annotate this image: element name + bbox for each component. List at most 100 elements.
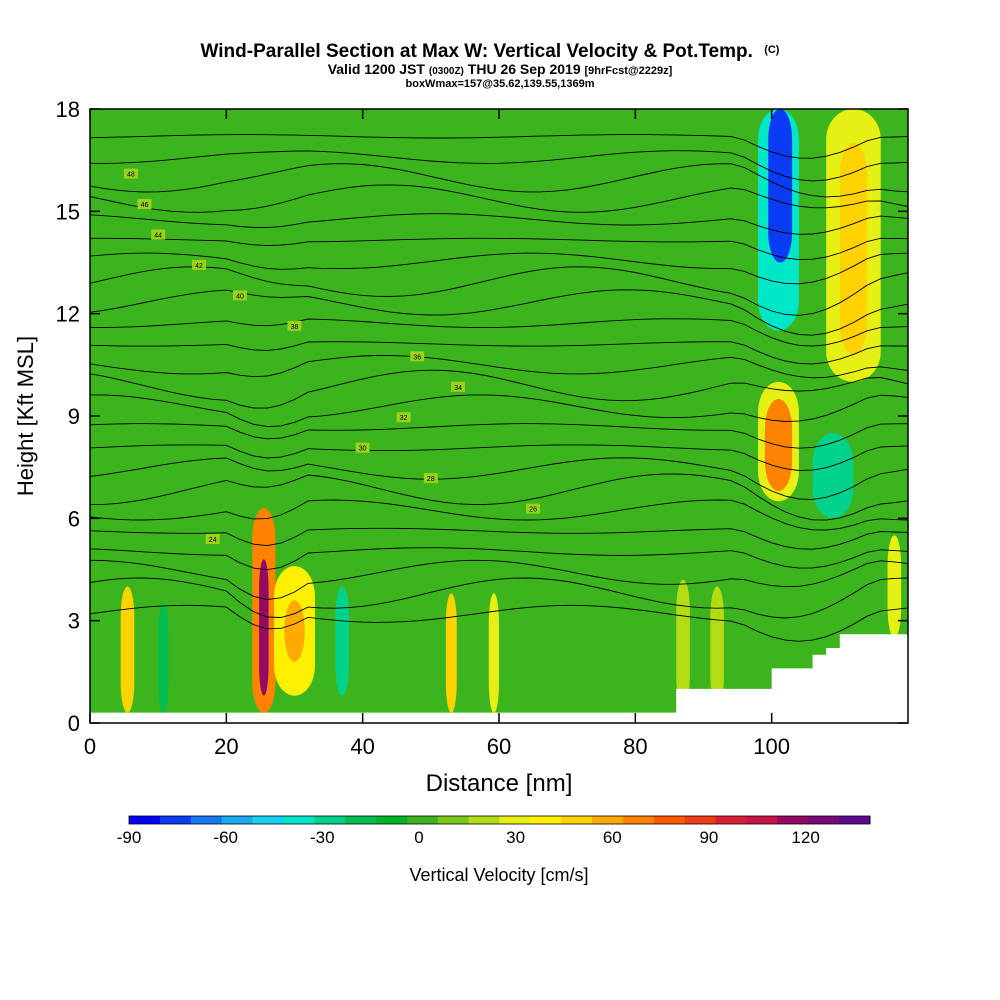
y-tick-label: 0 — [68, 711, 80, 736]
x-tick-label: 60 — [487, 734, 511, 759]
x-tick-label: 100 — [753, 734, 790, 759]
svg-text:34: 34 — [454, 385, 462, 392]
colorbar-swatch — [159, 816, 192, 824]
velocity-cell — [887, 535, 902, 638]
theta-contour — [90, 237, 908, 261]
y-tick-label: 12 — [56, 302, 80, 327]
y-tick-label: 6 — [68, 506, 80, 531]
colorbar-tick-label: 60 — [603, 828, 622, 847]
colorbar-swatch — [129, 816, 161, 824]
svg-text:42: 42 — [195, 263, 203, 270]
colorbar-swatch — [839, 816, 871, 824]
velocity-field — [90, 109, 908, 713]
theta-contour — [90, 499, 908, 531]
x-tick-label: 0 — [84, 734, 96, 759]
colorbar-tick-label: 90 — [699, 828, 718, 847]
theta-contour-label: 26 — [526, 503, 541, 514]
svg-text:40: 40 — [236, 293, 244, 300]
theta-contour-label: 32 — [396, 412, 411, 423]
terrain-area — [635, 634, 908, 723]
theta-contour-label: 38 — [287, 320, 302, 331]
colorbar-frame — [128, 815, 871, 825]
colorbar-swatch — [592, 816, 624, 824]
chart-title: Wind-Parallel Section at Max W: Vertical… — [201, 41, 780, 62]
theta-contour — [90, 473, 908, 521]
theta-contour-label: 46 — [137, 199, 152, 210]
title-group: Wind-Parallel Section at Max W: Vertical… — [201, 41, 780, 90]
svg-text:28: 28 — [427, 476, 435, 483]
theta-contour — [90, 444, 908, 471]
chart-subtitle-2: boxWmax=157@35.62,139.55,1369m — [406, 78, 595, 90]
colorbar-swatch — [808, 816, 840, 824]
theta-contour — [90, 163, 908, 198]
colorbar-swatch — [530, 816, 562, 824]
theta-contour-label: 28 — [423, 473, 438, 484]
chart-subtitle: Valid 1200 JST (0300Z) THU 26 Sep 2019 [… — [328, 61, 673, 77]
theta-contour — [90, 547, 908, 571]
theta-contour-label: 34 — [451, 381, 466, 392]
colorbar-swatch — [376, 816, 408, 824]
svg-text:38: 38 — [291, 324, 299, 331]
colorbar-label: Vertical Velocity [cm/s] — [409, 865, 588, 885]
theta-contour — [90, 423, 908, 449]
x-axis: 0 20 40 60 80 100 — [84, 109, 790, 759]
theta-contour-label: 30 — [355, 442, 370, 453]
theta-contour-label: 40 — [232, 290, 247, 301]
colorbar-swatch — [684, 816, 717, 824]
colorbar-swatch — [437, 816, 470, 824]
subtitle-valid: Valid 1200 JST — [328, 61, 429, 77]
velocity-cell — [812, 433, 854, 519]
y-tick-label: 3 — [68, 609, 80, 634]
velocity-cell — [120, 586, 135, 713]
plot-area: 24 26 28 30 32 34 36 38 40 42 44 46 48 — [90, 109, 908, 723]
theta-contour — [90, 252, 908, 285]
theta-contour — [90, 341, 908, 365]
theta-contour — [90, 369, 908, 409]
colorbar-swatch — [777, 816, 809, 824]
colorbar-swatch — [283, 816, 315, 824]
x-tick-label: 20 — [214, 734, 238, 759]
colorbar-swatch — [653, 816, 686, 824]
y-tick-label: 9 — [68, 404, 80, 429]
colorbar-swatch — [746, 816, 778, 824]
colorbar-swatch — [190, 816, 223, 824]
y-tick-label: 18 — [56, 97, 80, 122]
theta-contour — [90, 134, 908, 159]
colorbar-swatch — [345, 816, 377, 824]
svg-text:46: 46 — [141, 202, 149, 209]
theta-contour — [90, 559, 908, 600]
theta-contour-labels: 24 26 28 30 32 34 36 38 40 42 44 46 48 — [123, 168, 541, 545]
x-axis-label: Distance [nm] — [426, 770, 573, 797]
velocity-cell — [488, 593, 499, 713]
velocity-cell — [710, 586, 724, 706]
theta-contour — [90, 394, 908, 428]
theta-contour-label: 42 — [192, 259, 207, 270]
colorbar-swatch — [252, 816, 284, 824]
colorbar-ticks: -90 -60 -30 0 30 60 90 120 — [117, 828, 820, 847]
colorbar-swatch — [406, 816, 439, 824]
subtitle-utc: (0300Z) — [429, 66, 464, 77]
theta-contour-label: 48 — [123, 168, 138, 179]
chart-title-mark: (C) — [764, 44, 780, 56]
svg-text:24: 24 — [209, 537, 217, 544]
theta-contour — [90, 150, 908, 182]
theta-contours — [90, 134, 908, 642]
subtitle-date: THU 26 Sep 2019 — [468, 61, 585, 77]
colorbar-swatch — [221, 816, 254, 824]
theta-contour — [90, 577, 908, 619]
velocity-cell — [158, 603, 169, 713]
theta-contour — [90, 355, 908, 379]
colorbar-tick-label: -90 — [117, 828, 142, 847]
chart-title-text: Wind-Parallel Section at Max W: Vertical… — [201, 41, 753, 62]
velocity-cell — [335, 586, 350, 696]
colorbar-swatch — [561, 816, 593, 824]
theta-contour — [90, 289, 908, 336]
colorbar-swatch — [499, 816, 531, 824]
velocity-cell — [284, 600, 305, 662]
x-tick-label: 80 — [623, 734, 647, 759]
svg-text:26: 26 — [529, 507, 537, 514]
colorbar-swatch — [468, 816, 501, 824]
colorbar-tick-label: 30 — [506, 828, 525, 847]
velocity-cell — [676, 579, 690, 706]
